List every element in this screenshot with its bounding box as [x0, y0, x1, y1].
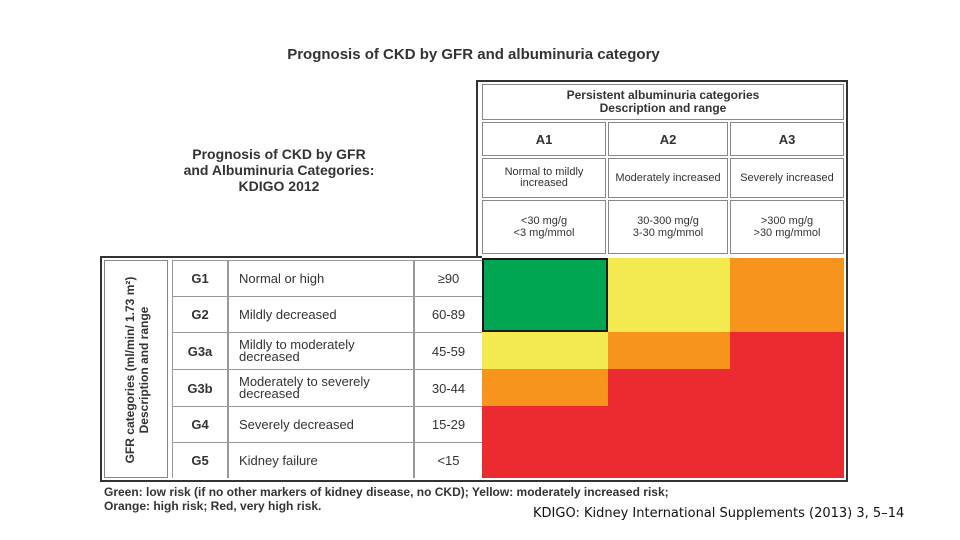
table-subtitle: Prognosis of CKD by GFR and Albuminuria … — [148, 146, 410, 194]
albuminuria-header: Persistent albuminuria categories Descri… — [482, 84, 844, 120]
gfr-desc: Mildly decreased — [228, 297, 414, 332]
gfr-range: ≥90 — [414, 261, 482, 296]
gfr-side-line: GFR categories (ml/min/ 1.73 m²) — [123, 276, 137, 464]
category-range-a2: 30-300 mg/g 3-30 mg/mmol — [608, 200, 728, 254]
gfr-code: G3a — [172, 333, 228, 369]
page-title: Prognosis of CKD by GFR and albuminuria … — [287, 46, 660, 63]
gfr-row-g3b: G3b Moderately to severely decreased 30-… — [172, 369, 482, 406]
gfr-code: G5 — [172, 443, 228, 478]
albuminuria-subtitle: Description and range — [599, 101, 727, 115]
gfr-row-g3a: G3a Mildly to moderately decreased 45-59 — [172, 332, 482, 369]
risk-cell-g1-a3 — [730, 258, 844, 296]
category-code-a1: A1 — [482, 122, 606, 156]
risk-cell-g5-a1 — [482, 442, 608, 478]
range-mg-mmol: <3 mg/mmol — [513, 227, 575, 239]
risk-cell-g3a-a2 — [608, 332, 730, 369]
legend-line: Green: low risk (if no other markers of … — [104, 485, 669, 499]
legend-line: Orange: high risk; Red, very high risk. — [104, 499, 322, 513]
gfr-range: 45-59 — [414, 333, 482, 369]
subtitle-line: and Albuminuria Categories: — [183, 162, 375, 178]
risk-cell-g3b-a2 — [608, 369, 730, 406]
gfr-code: G1 — [172, 261, 228, 296]
gfr-side-line: Description and range — [137, 306, 151, 434]
risk-cell-g2-a2 — [608, 296, 730, 332]
range-mg-g: <30 mg/g — [520, 215, 568, 227]
category-range-a3: >300 mg/g >30 mg/mmol — [730, 200, 844, 254]
range-mg-g: >300 mg/g — [760, 215, 814, 227]
risk-cell-g5-a3 — [730, 442, 844, 478]
range-mg-mmol: 3-30 mg/mmol — [632, 227, 704, 239]
gfr-range: 30-44 — [414, 370, 482, 406]
gfr-code: G2 — [172, 297, 228, 332]
gfr-row-g2: G2 Mildly decreased 60-89 — [172, 296, 482, 332]
range-mg-mmol: >30 mg/mmol — [753, 227, 821, 239]
risk-cell-g3a-a1 — [482, 332, 608, 369]
category-code-a3: A3 — [730, 122, 844, 156]
risk-legend: Green: low risk (if no other markers of … — [104, 485, 824, 513]
risk-cell-g4-a2 — [608, 406, 730, 442]
gfr-side-text: GFR categories (ml/min/ 1.73 m²) Descrip… — [123, 263, 151, 477]
gfr-desc: Moderately to severely decreased — [228, 370, 414, 406]
gfr-desc: Severely decreased — [228, 407, 414, 442]
gfr-row-g4: G4 Severely decreased 15-29 — [172, 406, 482, 442]
risk-cell-g3b-a3 — [730, 369, 844, 406]
low-risk-outline — [482, 258, 608, 332]
category-desc-a1: Normal to mildly increased — [482, 158, 606, 198]
risk-cell-g1-a1 — [482, 258, 608, 296]
risk-cell-g2-a3 — [730, 296, 844, 332]
gfr-desc: Normal or high — [228, 261, 414, 296]
albuminuria-title: Persistent albuminuria categories — [566, 88, 760, 102]
gfr-side-label: GFR categories (ml/min/ 1.73 m²) Descrip… — [104, 260, 168, 478]
risk-cell-g3b-a1 — [482, 369, 608, 406]
gfr-range: 60-89 — [414, 297, 482, 332]
risk-cell-g2-a1 — [482, 296, 608, 332]
subtitle-line: KDIGO 2012 — [238, 178, 320, 194]
category-range-a1: <30 mg/g <3 mg/mmol — [482, 200, 606, 254]
subtitle-line: Prognosis of CKD by GFR — [192, 146, 366, 162]
category-desc-a2: Moderately increased — [608, 158, 728, 198]
risk-cell-g4-a1 — [482, 406, 608, 442]
gfr-row-g5: G5 Kidney failure <15 — [172, 442, 482, 478]
risk-cell-g5-a2 — [608, 442, 730, 478]
category-code-a2: A2 — [608, 122, 728, 156]
gfr-code: G4 — [172, 407, 228, 442]
gfr-code: G3b — [172, 370, 228, 406]
gfr-range: <15 — [414, 443, 482, 478]
range-mg-g: 30-300 mg/g — [637, 215, 699, 227]
risk-cell-g1-a2 — [608, 258, 730, 296]
gfr-desc: Kidney failure — [228, 443, 414, 478]
gfr-desc: Mildly to moderately decreased — [228, 333, 414, 369]
category-desc-a3: Severely increased — [730, 158, 844, 198]
gfr-range: 15-29 — [414, 407, 482, 442]
citation: KDIGO: Kidney International Supplements … — [533, 506, 905, 521]
gfr-row-g1: G1 Normal or high ≥90 — [172, 260, 482, 296]
risk-cell-g3a-a3 — [730, 332, 844, 369]
risk-cell-g4-a3 — [730, 406, 844, 442]
